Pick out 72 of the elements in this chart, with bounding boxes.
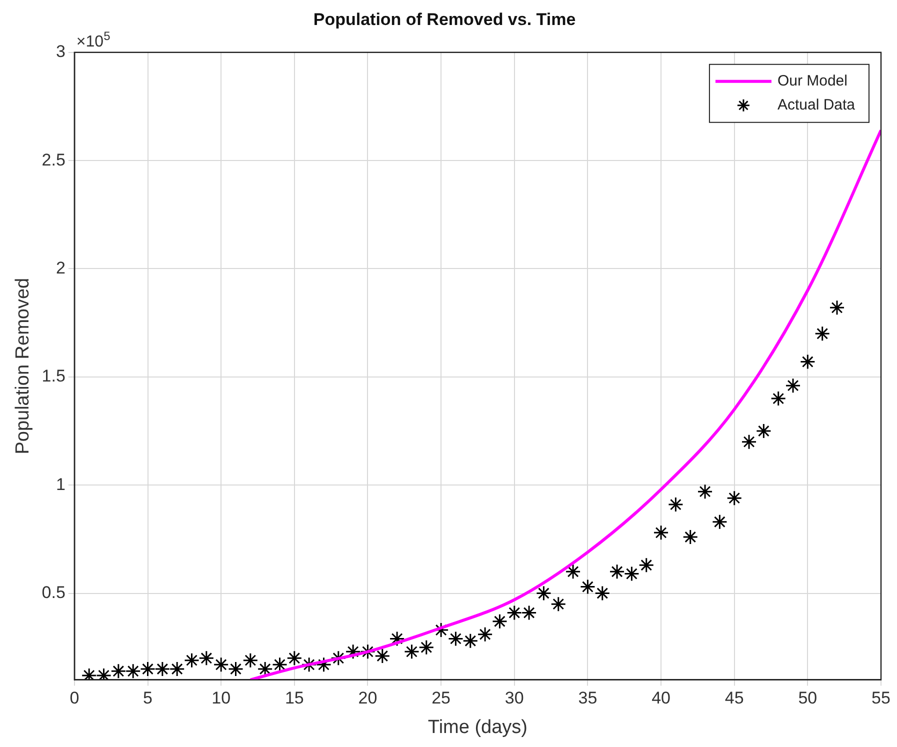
point: [550, 596, 566, 612]
point: [213, 656, 229, 672]
point: [712, 514, 728, 530]
x-tick-label: 45: [724, 688, 744, 708]
x-tick-label: 50: [798, 688, 818, 708]
point: [286, 650, 302, 666]
point: [770, 390, 786, 406]
point: [242, 652, 258, 668]
x-tick-label: 30: [504, 688, 524, 708]
point: [682, 529, 698, 545]
y-tick-label: 3: [56, 42, 66, 62]
point: [140, 661, 156, 677]
point: [448, 630, 464, 646]
point: [624, 566, 640, 582]
point: [653, 524, 669, 540]
point: [360, 644, 376, 660]
point: [272, 656, 288, 672]
point: [125, 663, 141, 679]
point: [609, 564, 625, 580]
point: [301, 656, 317, 672]
y-tick-label: 2: [56, 258, 66, 278]
legend-label: Our Model: [777, 72, 848, 90]
point: [800, 354, 816, 370]
point: [697, 484, 713, 500]
point: [785, 378, 801, 394]
point: [154, 661, 170, 677]
x-tick-label: 15: [284, 688, 304, 708]
point: [726, 490, 742, 506]
y-tick-label: 1.5: [42, 366, 66, 386]
point: [316, 656, 332, 672]
point: [638, 557, 654, 573]
chart-title: Population of Removed vs. Time: [313, 10, 576, 29]
point: [374, 648, 390, 664]
y-axis-title: Population Removed: [12, 278, 34, 454]
point: [741, 434, 757, 450]
point: [228, 661, 244, 677]
line-series: [248, 128, 881, 680]
x-tick-label: 0: [70, 688, 80, 708]
point: [565, 564, 581, 580]
point: [536, 586, 552, 602]
point: [110, 663, 126, 679]
x-axis-title: Time (days): [428, 716, 528, 738]
point: [756, 423, 772, 439]
x-tick-label: 5: [143, 688, 152, 708]
point: [404, 644, 420, 660]
x-tick-label: 25: [432, 688, 451, 708]
point: [580, 579, 596, 595]
point: [198, 650, 214, 666]
point: [668, 496, 684, 512]
y-tick-label: 1: [56, 474, 66, 494]
point: [829, 300, 845, 316]
point: [492, 614, 508, 630]
x-tick-label: 35: [578, 688, 598, 708]
point: [345, 644, 361, 660]
x-tick-label: 55: [872, 688, 890, 708]
y-tick-label: 0.5: [42, 582, 66, 602]
y-tick-label: 2.5: [42, 150, 66, 170]
point: [418, 640, 434, 656]
x-tick-label: 40: [652, 688, 670, 708]
point: [389, 630, 405, 646]
x-tick-label: 20: [358, 688, 378, 708]
point: [477, 626, 493, 642]
legend-label: Actual Data: [777, 96, 856, 114]
point: [462, 633, 478, 649]
point: [169, 661, 185, 677]
point: [814, 326, 830, 342]
point: [506, 604, 522, 620]
point: [594, 586, 610, 602]
point: [521, 604, 537, 620]
x-tick-label: 10: [212, 688, 231, 708]
point: [330, 650, 346, 666]
point: [184, 652, 200, 668]
